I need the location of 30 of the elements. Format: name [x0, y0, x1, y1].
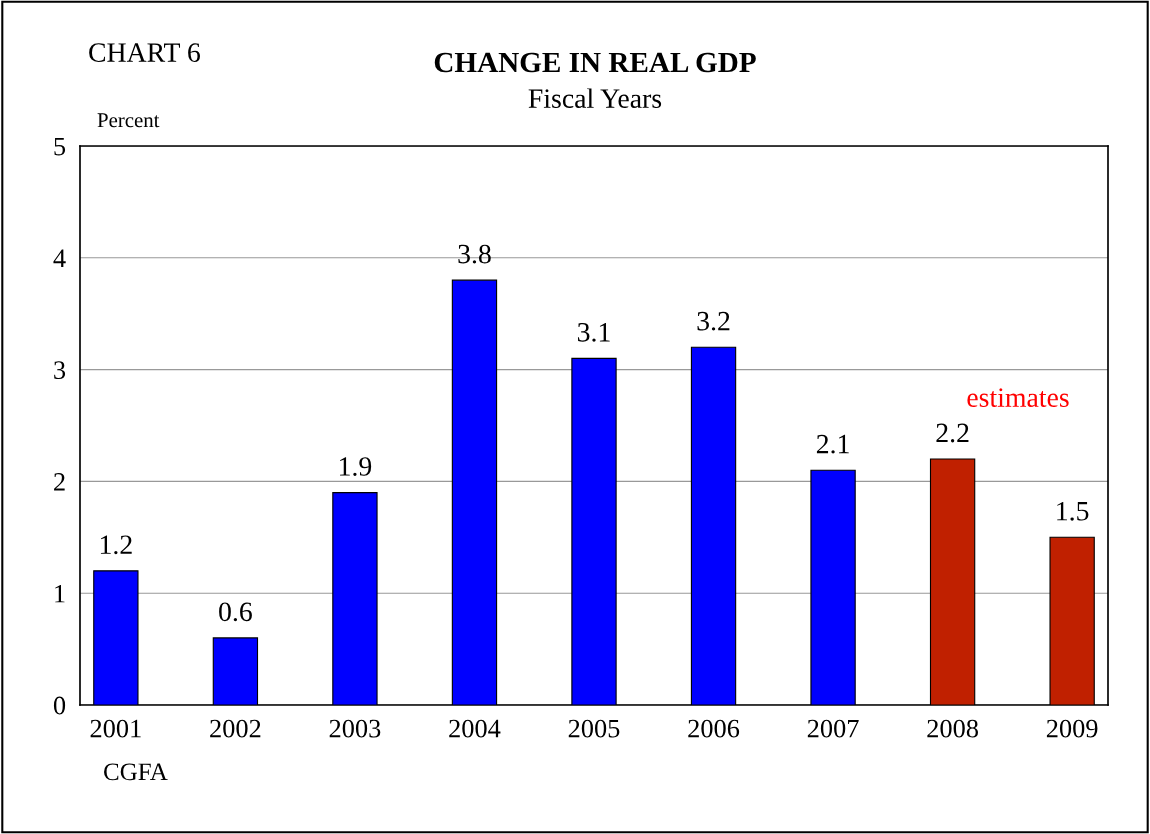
y-tick-label: 4	[53, 249, 66, 267]
x-tick-label: 2004	[449, 719, 501, 738]
x-tick-label: 2008	[927, 719, 978, 738]
data-label: 3.2	[697, 311, 730, 331]
y-axis-title: Percent	[97, 113, 160, 128]
chart-subtitle: Fiscal Years	[528, 88, 662, 108]
data-label: 2.2	[936, 423, 969, 443]
annotation: estimates	[967, 388, 1069, 407]
y-tick-label: 5	[54, 137, 66, 156]
chart-title: CHANGE IN REAL GDP	[434, 52, 756, 73]
caption: CHART 6	[89, 43, 200, 62]
x-tick-label: 2006	[688, 719, 740, 738]
x-tick-label: 2002	[210, 719, 261, 738]
data-label: 3.8	[458, 244, 491, 264]
x-tick-label: 2001	[90, 719, 141, 738]
x-tick-label: 2003	[329, 719, 381, 738]
x-tick-label: 2005	[568, 719, 620, 738]
data-label: 2.1	[816, 434, 849, 454]
y-tick-label: 0	[53, 696, 66, 715]
y-tick-label: 2	[54, 473, 65, 491]
data-label: 3.1	[577, 323, 610, 342]
y-tick-label: 1	[55, 584, 65, 603]
x-tick-label: 2007	[807, 719, 859, 738]
data-label: 1.5	[1057, 501, 1089, 521]
data-label: 1.9	[340, 457, 372, 476]
data-label: 1.2	[100, 535, 132, 555]
y-tick-label: 3	[54, 361, 66, 380]
data-label: 0.6	[219, 602, 252, 622]
x-tick-label: 2009	[1046, 719, 1098, 738]
text: CGFA	[104, 763, 168, 781]
